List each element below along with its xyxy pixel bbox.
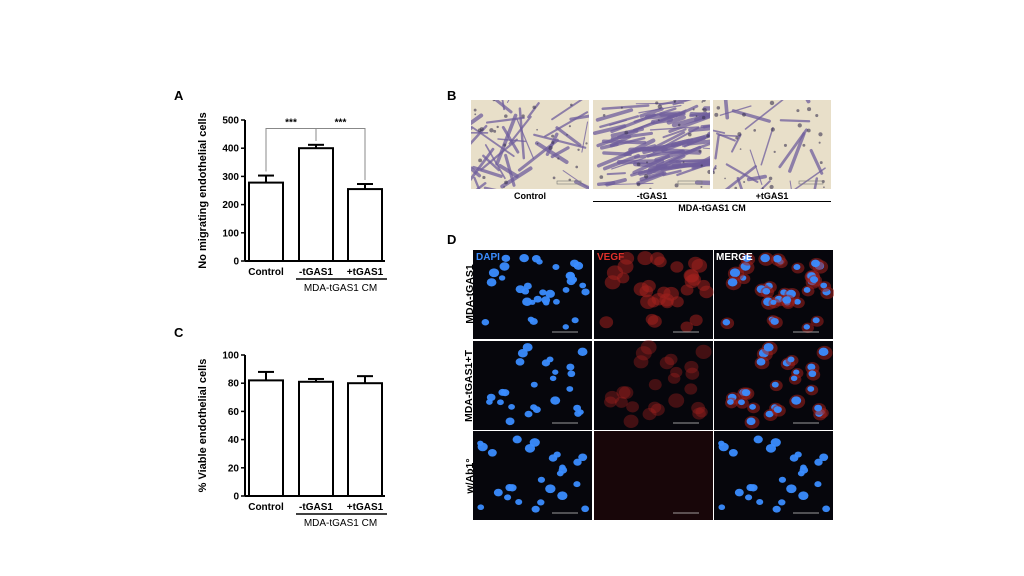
y-tick-label: 100 <box>222 351 239 362</box>
y-tick-label: 80 <box>228 379 240 390</box>
fluor-tile-r0-c1 <box>594 250 714 339</box>
panel-letter-d: D <box>447 232 457 247</box>
micrograph-minus-tgas1 <box>593 100 710 189</box>
micrograph-control <box>471 100 589 189</box>
y-tick-label: 40 <box>228 435 240 446</box>
panel-letter-a: A <box>174 88 184 103</box>
fluor-tile-r2-c0 <box>473 431 592 520</box>
y-tick-label: 300 <box>222 172 239 183</box>
y-tick-label: 200 <box>222 200 239 211</box>
y-axis-label: No migrating endothelial cells <box>197 112 209 268</box>
y-tick-label: 20 <box>228 463 240 474</box>
x-tick-label: -tGAS1 <box>299 502 333 513</box>
x-tick-label: Control <box>248 267 284 278</box>
y-axis-label: % Viable endothelial cells <box>197 359 209 493</box>
fluor-tile-r2-c1 <box>594 431 713 520</box>
fluor-tile-r1-c2 <box>714 341 833 430</box>
bar <box>347 188 383 262</box>
fluor-tile-r0-c2 <box>714 250 834 339</box>
fluor-tile-r1-c1 <box>594 340 713 430</box>
x-tick-label: -tGAS1 <box>299 267 333 278</box>
micrograph-plus-tgas1 <box>713 100 831 189</box>
micrograph-minus-tgas1-image <box>593 100 710 189</box>
micrograph-plus-tgas1-image <box>713 100 831 189</box>
row-label-mda-tgas1-t: MDA-tGAS1+T <box>463 349 475 423</box>
fluor-tile-r0-c0 <box>473 250 592 339</box>
x-tick-label: Control <box>248 502 284 513</box>
caption-control: Control <box>514 191 546 201</box>
column-label-merge: MERGE <box>716 252 753 263</box>
significance-label: *** <box>285 117 297 128</box>
viability-bar-chart: 0 20 40 60 80 100 % Viable endothelial cells Co… <box>197 351 387 529</box>
significance-bracket <box>315 127 366 181</box>
column-label-dapi: DAPI <box>476 252 500 263</box>
group-label: MDA-tGAS1 CM <box>304 283 377 294</box>
row-label-mda-tgas1: MDA-tGAS1 <box>464 264 476 324</box>
caption-minus-tgas1: -tGAS1 <box>636 191 668 201</box>
y-tick-label: 500 <box>222 116 239 127</box>
panel-letter-c: C <box>174 325 184 340</box>
migration-bar-chart: 0 100 200 300 400 500 No migrating endothelial… <box>197 112 387 294</box>
micrograph-control-image <box>471 100 589 189</box>
fluorescence-grid <box>473 250 834 520</box>
fluor-tile-r1-c0 <box>473 341 592 430</box>
x-tick-label: +tGAS1 <box>347 502 384 513</box>
panel-letter-b: B <box>447 88 457 103</box>
y-tick-label: 0 <box>233 492 239 503</box>
fluor-tile-r2-c2 <box>714 431 833 520</box>
y-tick-label: 400 <box>222 144 239 155</box>
bar <box>248 181 284 262</box>
x-tick-label: +tGAS1 <box>347 267 384 278</box>
group-label: MDA-tGAS1 CM <box>304 518 377 529</box>
bar <box>248 379 284 498</box>
caption-plus-tgas1: +tGAS1 <box>755 191 789 201</box>
bar <box>347 382 383 498</box>
column-label-vegf: VEGF <box>597 252 625 263</box>
row-label-secondary-only: w/Ab1° <box>464 458 476 494</box>
group-line-b <box>593 201 831 202</box>
bar <box>298 380 334 497</box>
y-tick-label: 0 <box>233 257 239 268</box>
significance-label: *** <box>335 117 347 128</box>
y-tick-label: 100 <box>222 228 239 239</box>
y-tick-label: 60 <box>228 407 240 418</box>
group-label-b: MDA-tGAS1 CM <box>678 203 746 213</box>
bar <box>298 147 334 263</box>
